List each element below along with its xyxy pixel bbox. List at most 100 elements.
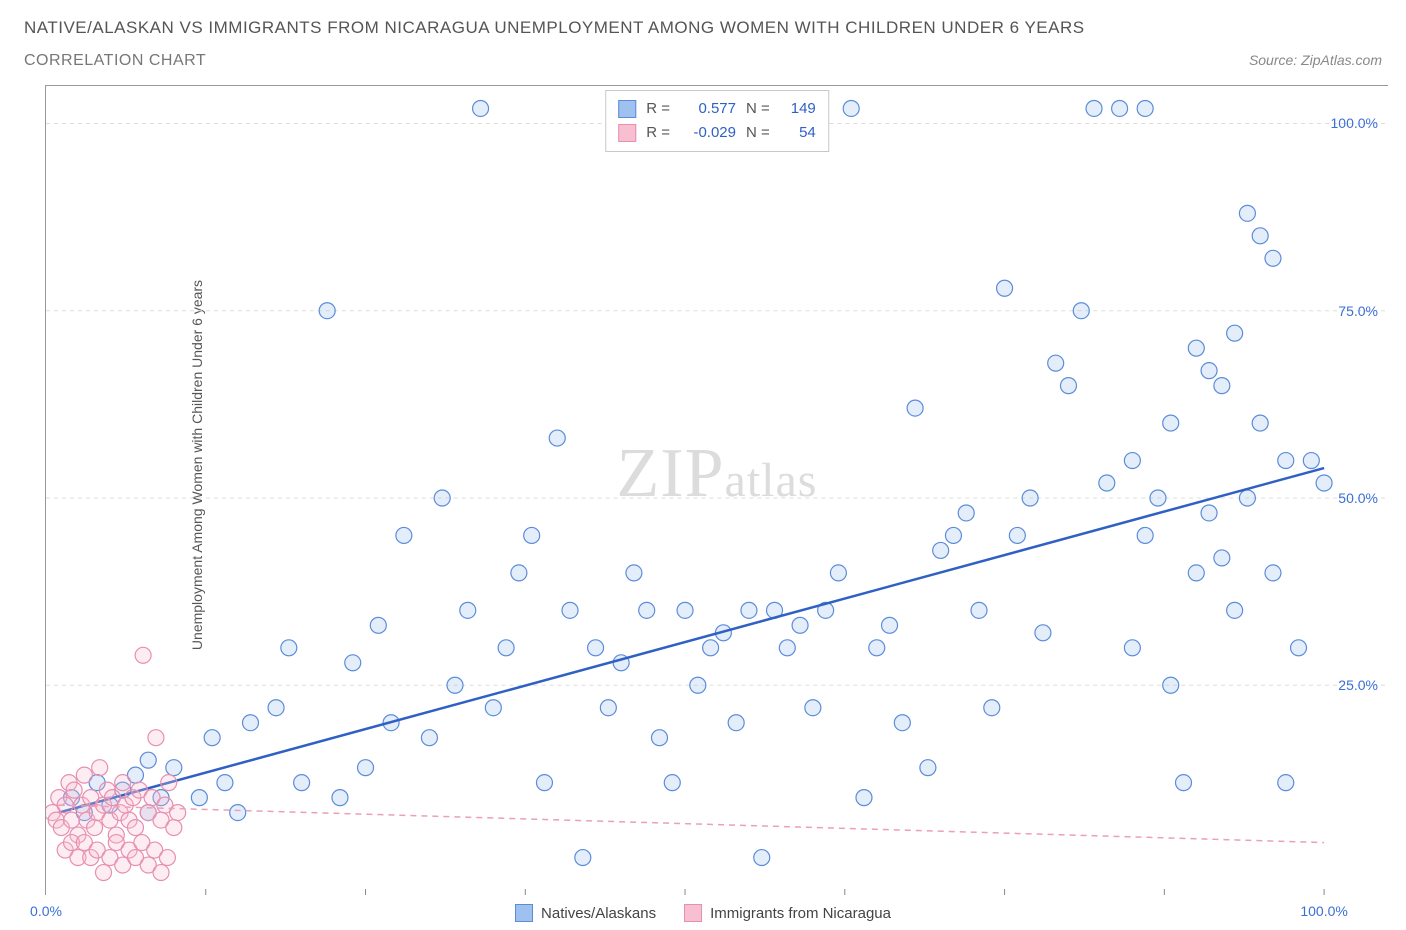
data-point bbox=[511, 565, 527, 581]
x-tick-label: 100.0% bbox=[1300, 903, 1347, 919]
data-point bbox=[1265, 565, 1281, 581]
data-point bbox=[1188, 340, 1204, 356]
data-point bbox=[191, 790, 207, 806]
data-point bbox=[971, 602, 987, 618]
scatter-chart: ZIPatlas R =0.577N =149R =-0.029N =54 25… bbox=[45, 85, 1388, 895]
data-point bbox=[170, 805, 186, 821]
data-point bbox=[1303, 453, 1319, 469]
data-point bbox=[1278, 453, 1294, 469]
data-point bbox=[87, 820, 103, 836]
data-point bbox=[1163, 677, 1179, 693]
data-point bbox=[958, 505, 974, 521]
data-point bbox=[575, 850, 591, 866]
chart-subtitle: CORRELATION CHART bbox=[24, 52, 206, 70]
data-point bbox=[588, 640, 604, 656]
y-tick-label: 50.0% bbox=[1338, 490, 1378, 506]
data-point bbox=[92, 760, 108, 776]
data-point bbox=[869, 640, 885, 656]
data-point bbox=[281, 640, 297, 656]
data-point bbox=[664, 775, 680, 791]
data-point bbox=[1009, 527, 1025, 543]
legend-label: Natives/Alaskans bbox=[541, 905, 656, 922]
data-point bbox=[1214, 550, 1230, 566]
data-point bbox=[135, 647, 151, 663]
data-point bbox=[562, 602, 578, 618]
data-point bbox=[933, 542, 949, 558]
stats-legend: R =0.577N =149R =-0.029N =54 bbox=[605, 90, 829, 152]
data-point bbox=[1150, 490, 1166, 506]
data-point bbox=[217, 775, 233, 791]
data-point bbox=[396, 527, 412, 543]
data-point bbox=[1188, 565, 1204, 581]
data-point bbox=[639, 602, 655, 618]
stats-row: R =0.577N =149 bbox=[618, 97, 816, 121]
data-point bbox=[536, 775, 552, 791]
data-point bbox=[370, 617, 386, 633]
data-point bbox=[345, 655, 361, 671]
regression-line bbox=[59, 805, 1324, 842]
data-point bbox=[1124, 453, 1140, 469]
data-point bbox=[690, 677, 706, 693]
data-point bbox=[447, 677, 463, 693]
y-tick-label: 25.0% bbox=[1338, 677, 1378, 693]
data-point bbox=[421, 730, 437, 746]
data-point bbox=[1265, 250, 1281, 266]
data-point bbox=[1252, 228, 1268, 244]
data-point bbox=[64, 812, 80, 828]
data-point bbox=[358, 760, 374, 776]
data-point bbox=[166, 760, 182, 776]
data-point bbox=[1099, 475, 1115, 491]
legend-label: Immigrants from Nicaragua bbox=[710, 905, 891, 922]
x-tick-label: 0.0% bbox=[30, 903, 62, 919]
data-point bbox=[204, 730, 220, 746]
data-point bbox=[984, 700, 1000, 716]
data-point bbox=[741, 602, 757, 618]
data-point bbox=[1137, 527, 1153, 543]
data-point bbox=[460, 602, 476, 618]
data-point bbox=[1291, 640, 1307, 656]
data-point bbox=[1022, 490, 1038, 506]
data-point bbox=[319, 303, 335, 319]
data-point bbox=[1073, 303, 1089, 319]
data-point bbox=[1316, 475, 1332, 491]
data-point bbox=[703, 640, 719, 656]
legend-item: Natives/Alaskans bbox=[515, 904, 656, 922]
data-point bbox=[332, 790, 348, 806]
data-point bbox=[651, 730, 667, 746]
data-point bbox=[127, 820, 143, 836]
legend-swatch bbox=[515, 904, 533, 922]
data-point bbox=[1227, 602, 1243, 618]
data-point bbox=[148, 730, 164, 746]
data-point bbox=[882, 617, 898, 633]
stats-row: R =-0.029N =54 bbox=[618, 121, 816, 145]
data-point bbox=[434, 490, 450, 506]
data-point bbox=[1239, 490, 1255, 506]
data-point bbox=[1252, 415, 1268, 431]
data-point bbox=[268, 700, 284, 716]
data-point bbox=[677, 602, 693, 618]
data-point bbox=[230, 805, 246, 821]
data-point bbox=[1137, 100, 1153, 116]
data-point bbox=[945, 527, 961, 543]
data-point bbox=[1060, 378, 1076, 394]
data-point bbox=[1163, 415, 1179, 431]
legend-swatch bbox=[618, 124, 636, 142]
data-point bbox=[728, 715, 744, 731]
data-point bbox=[485, 700, 501, 716]
chart-title: NATIVE/ALASKAN VS IMMIGRANTS FROM NICARA… bbox=[24, 18, 1382, 38]
legend-swatch bbox=[684, 904, 702, 922]
legend-swatch bbox=[618, 100, 636, 118]
series-legend: Natives/Alaskans Immigrants from Nicaragu… bbox=[515, 904, 891, 922]
data-point bbox=[524, 527, 540, 543]
data-point bbox=[473, 100, 489, 116]
data-point bbox=[894, 715, 910, 731]
data-point bbox=[294, 775, 310, 791]
data-point bbox=[626, 565, 642, 581]
data-point bbox=[66, 782, 82, 798]
data-point bbox=[600, 700, 616, 716]
data-point bbox=[115, 775, 131, 791]
data-point bbox=[792, 617, 808, 633]
data-point bbox=[1176, 775, 1192, 791]
data-point bbox=[1201, 363, 1217, 379]
data-point bbox=[1048, 355, 1064, 371]
